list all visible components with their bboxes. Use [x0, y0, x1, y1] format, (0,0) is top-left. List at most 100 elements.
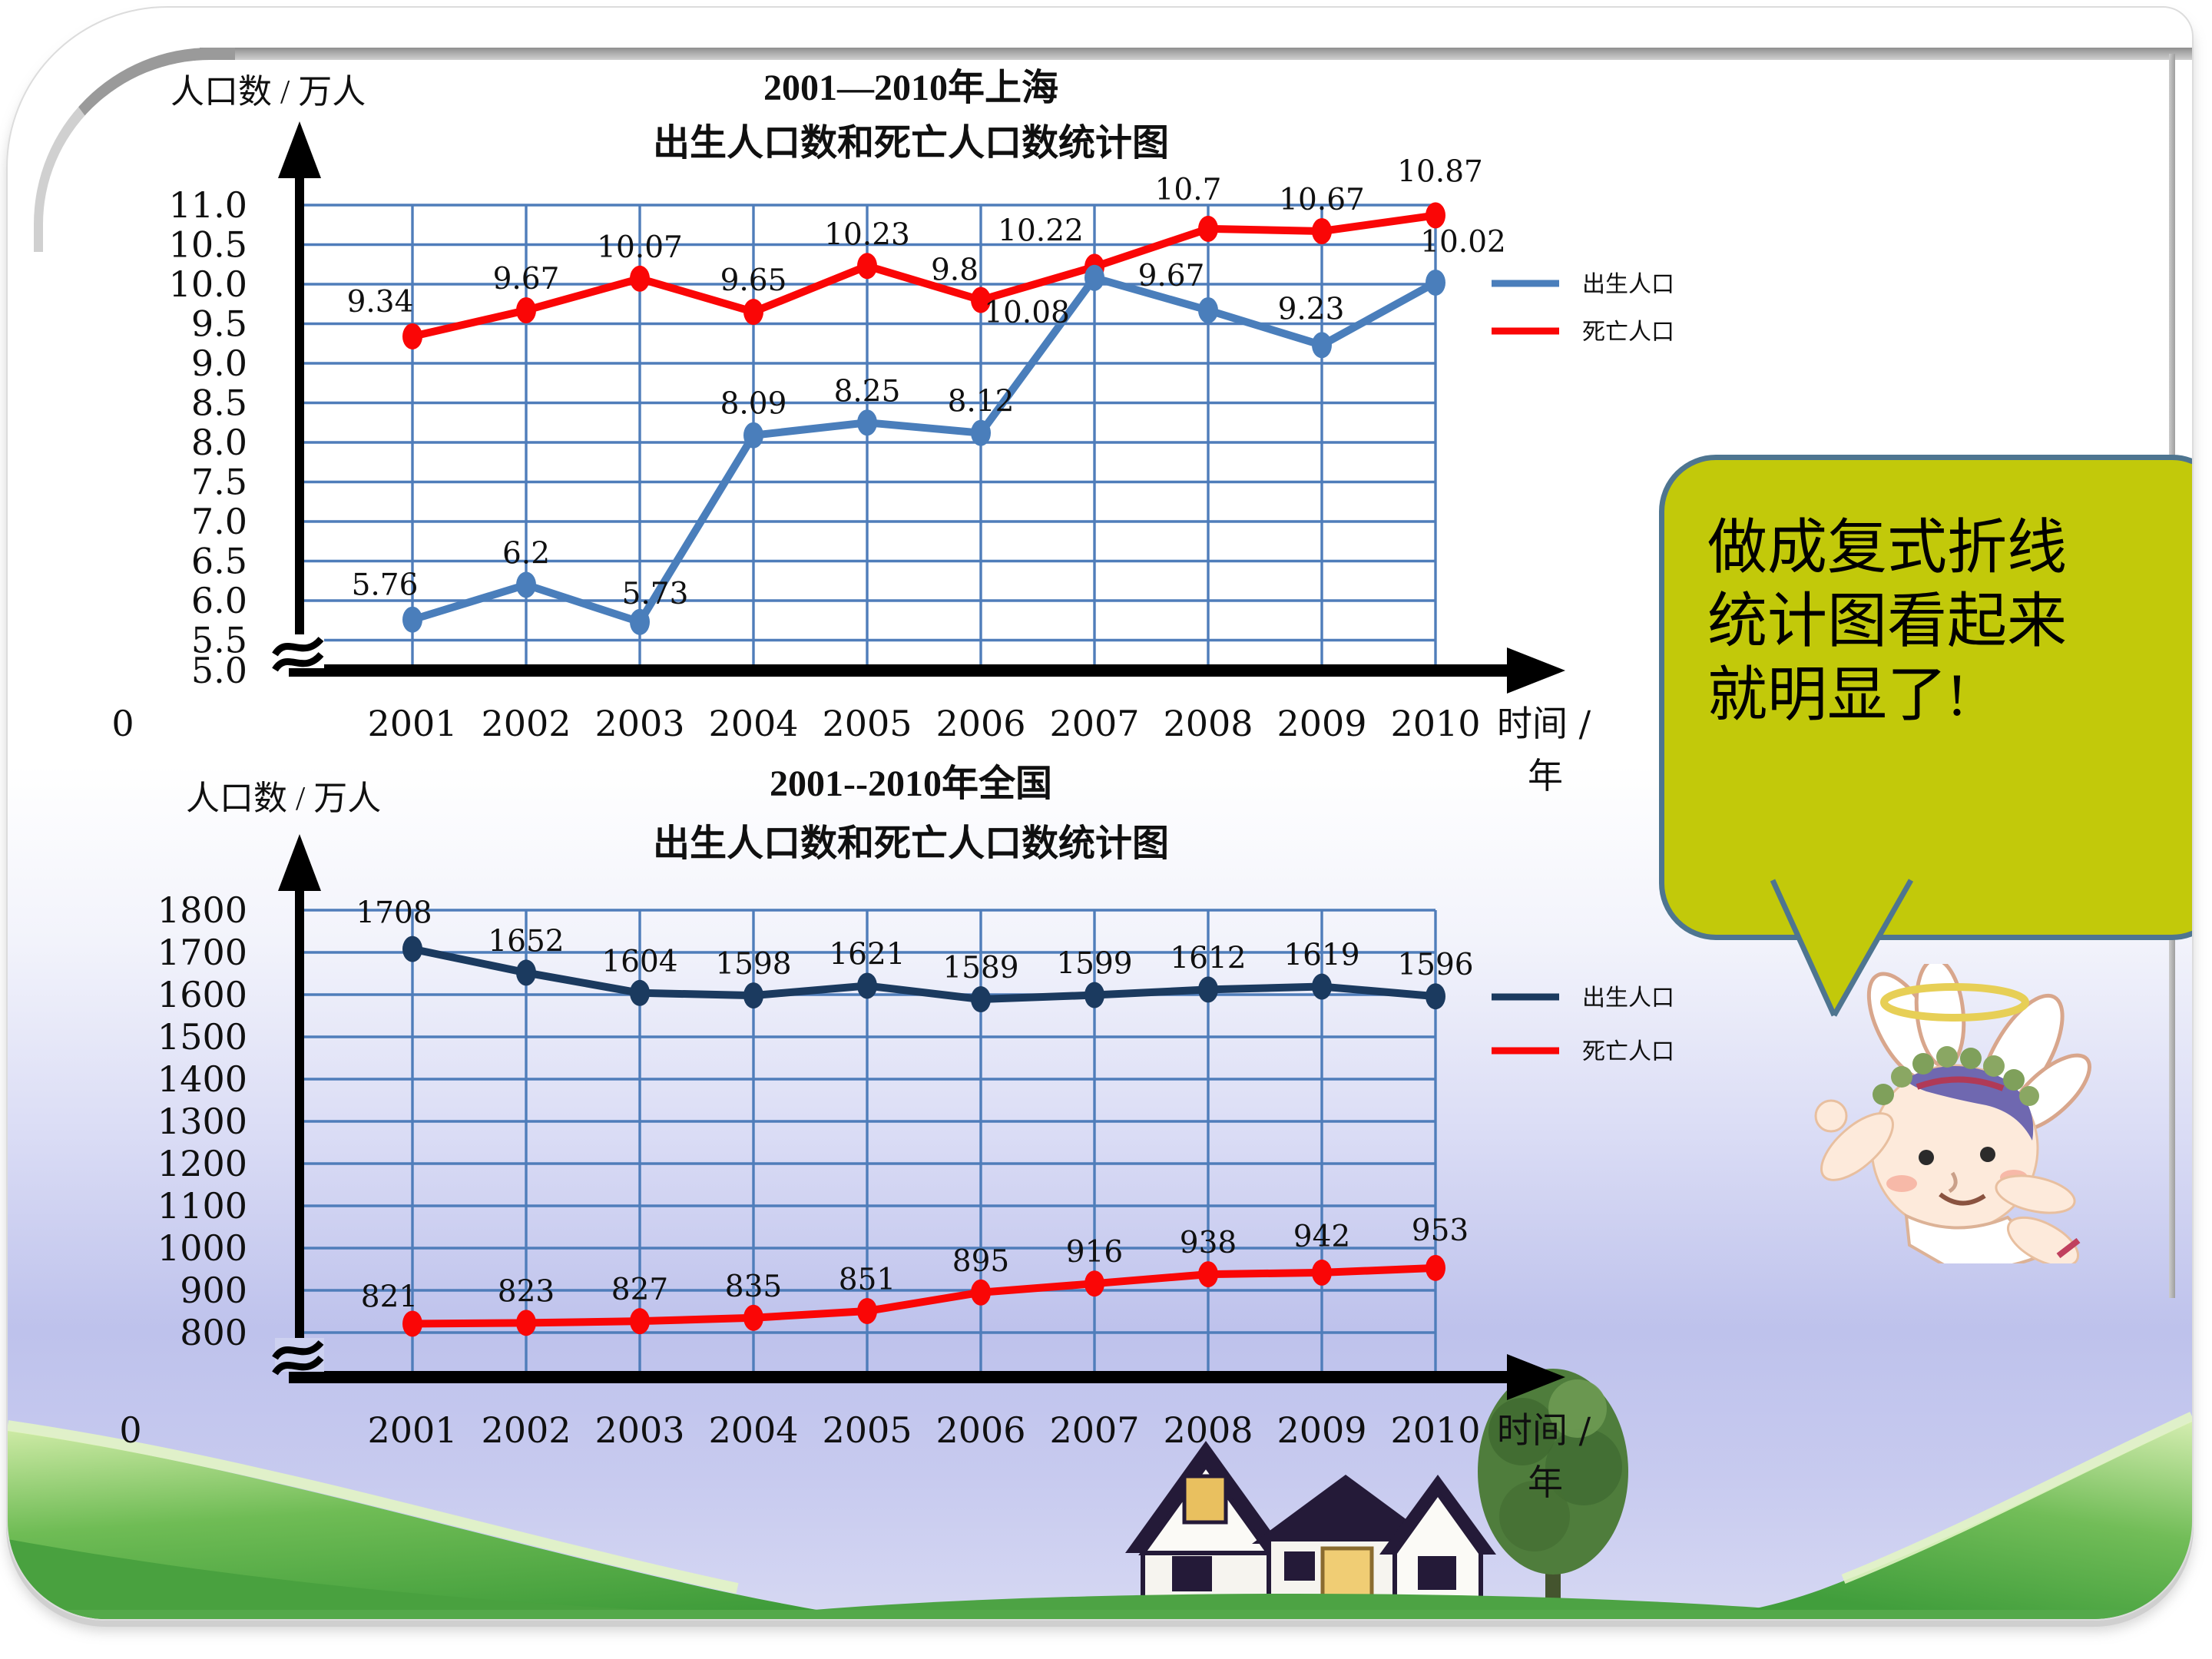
y-tick-label: 9.5 — [191, 303, 247, 345]
data-point-marker — [516, 296, 536, 323]
x-tick-label: 2006 — [935, 703, 1025, 744]
y-tick-label: 7.5 — [191, 462, 247, 503]
axis-break-squiggle — [272, 636, 324, 657]
legend-label: 出生人口 — [1582, 272, 1674, 297]
data-point-marker — [1312, 1259, 1332, 1286]
origin-label: 0 — [119, 1409, 141, 1451]
x-axis-arrow — [1507, 647, 1565, 694]
data-point-marker — [1198, 1261, 1218, 1288]
y-tick-label: 9.0 — [191, 343, 247, 384]
data-point-label: 9.34 — [347, 285, 414, 320]
x-tick-label: 2004 — [708, 703, 798, 744]
x-tick-label: 2010 — [1390, 1409, 1480, 1451]
data-point-marker — [630, 608, 650, 635]
data-point-marker — [857, 409, 877, 436]
x-axis-unit-label: 年 — [1528, 755, 1563, 796]
data-point-label: 10.7 — [1155, 173, 1222, 207]
data-point-marker — [857, 1297, 877, 1324]
data-point-marker — [1312, 973, 1332, 1000]
data-point-marker — [857, 972, 877, 999]
x-tick-label: 2007 — [1049, 703, 1139, 744]
chart-title: 出生人口数和死亡人口数统计图 — [653, 123, 1169, 164]
data-point-label: 821 — [361, 1280, 418, 1314]
speech-bubble-tail — [1770, 879, 1914, 1017]
y-tick-label: 1300 — [157, 1101, 247, 1142]
speech-bubble-text-line: 就明显了! — [1707, 661, 1967, 728]
legend-label: 出生人口 — [1582, 985, 1674, 1011]
data-point-marker — [971, 1279, 991, 1306]
y-tick-label: 8.0 — [191, 422, 247, 463]
data-point-label: 9.65 — [720, 263, 787, 298]
x-tick-label: 2009 — [1277, 1409, 1366, 1451]
y-tick-label: 800 — [180, 1312, 247, 1353]
x-tick-label: 2003 — [594, 1409, 684, 1451]
charts-layer: 5.76 6.2 5.73 8.09 8.25 8.12 10.08 9.67 9.23 10.0… — [111, 68, 1674, 1503]
chart-title: 2001—2010年上海 — [763, 68, 1058, 108]
x-axis-unit-label: 年 — [1528, 1462, 1563, 1503]
x-tick-label: 2005 — [822, 703, 912, 744]
legend-label: 死亡人口 — [1582, 320, 1674, 345]
y-tick-label: 6.5 — [191, 541, 247, 582]
data-point-marker — [1198, 976, 1218, 1003]
y-tick-label: 1500 — [157, 1016, 247, 1058]
chart-title: 2001--2010年全国 — [770, 763, 1052, 804]
landscape-illustration — [8, 1369, 2192, 1619]
data-point-label: 1612 — [1170, 941, 1246, 975]
y-tick-label: 5.5 — [191, 620, 247, 661]
data-point-label: 10.02 — [1420, 225, 1506, 260]
y-axis-arrow — [278, 121, 321, 178]
data-point-label: 10.23 — [824, 217, 910, 252]
x-tick-label: 2003 — [594, 703, 684, 744]
data-point-label: 1599 — [1056, 947, 1132, 982]
data-point-label: 1604 — [601, 945, 677, 979]
data-point-marker — [1312, 332, 1332, 359]
x-axis-arrow — [1507, 1354, 1565, 1400]
data-point-marker — [402, 935, 422, 962]
data-point-label: 8.12 — [948, 385, 1015, 419]
data-point-label: 938 — [1180, 1226, 1237, 1260]
data-point-label: 5.76 — [352, 568, 419, 603]
data-point-label: 8.25 — [834, 374, 901, 409]
axis-break-squiggle — [272, 1339, 324, 1360]
y-tick-label: 8.5 — [191, 382, 247, 424]
y-tick-label: 7.0 — [191, 501, 247, 542]
x-tick-label: 2002 — [481, 1409, 571, 1451]
data-point-marker — [1426, 202, 1445, 229]
series-line — [411, 273, 1438, 626]
data-point-label: 916 — [1066, 1235, 1123, 1270]
slide-top-border-band — [200, 48, 2192, 60]
x-tick-label: 2001 — [367, 1409, 457, 1451]
x-tick-label: 2008 — [1163, 1409, 1253, 1451]
data-point-label: 10.07 — [597, 230, 683, 265]
origin-label: 0 — [111, 703, 134, 744]
speech-bubble: 做成复式折线 统计图看起来 就明显了! — [1659, 455, 2192, 940]
data-point-label: 5.73 — [622, 577, 689, 611]
y-tick-label: 6.0 — [191, 580, 247, 621]
data-point-marker — [857, 253, 877, 280]
data-point-label: 953 — [1412, 1214, 1469, 1248]
data-point-marker — [516, 959, 536, 986]
data-point-label: 1652 — [488, 924, 564, 959]
national-line-chart: 1708 1652 1604 1598 1621 1589 1599 1612 1619 1596… — [119, 763, 1674, 1503]
data-point-label: 1596 — [1397, 948, 1473, 982]
data-point-marker — [630, 1308, 650, 1335]
y-tick-label: 1600 — [157, 974, 247, 1015]
series-line — [411, 211, 1436, 340]
x-tick-label: 2002 — [481, 703, 571, 744]
data-point-marker — [743, 299, 763, 326]
data-point-label: 10.87 — [1397, 154, 1483, 189]
data-point-label: 823 — [498, 1274, 555, 1309]
data-point-label: 9.67 — [493, 262, 560, 296]
legend-label: 死亡人口 — [1582, 1039, 1674, 1065]
chart-title: 出生人口数和死亡人口数统计图 — [653, 823, 1169, 864]
y-tick-label: 10.0 — [169, 263, 247, 305]
data-point-label: 9.23 — [1278, 292, 1345, 326]
data-point-label: 895 — [952, 1244, 1009, 1279]
y-tick-label: 10.5 — [169, 224, 247, 266]
x-tick-label: 2005 — [822, 1409, 912, 1451]
data-point-label: 8.09 — [720, 387, 787, 422]
axis-break-squiggle — [272, 651, 324, 672]
data-point-marker — [971, 986, 991, 1013]
y-tick-label: 1700 — [157, 932, 247, 973]
